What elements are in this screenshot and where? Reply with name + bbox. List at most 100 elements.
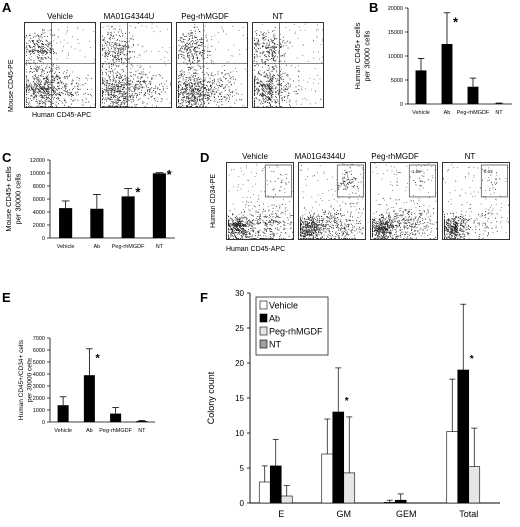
flow-event-dot <box>242 220 244 222</box>
flow-event-dot <box>205 85 207 87</box>
flow-event-dot <box>272 55 274 57</box>
flow-event-dot <box>254 40 255 42</box>
flow-event-dot <box>243 105 245 107</box>
flow-event-dot <box>102 99 103 100</box>
flow-event-dot <box>225 99 227 101</box>
flow-title-a-3: Peg-rhMGDF <box>181 12 229 21</box>
flow-event-dot <box>188 72 190 74</box>
flow-event-dot <box>206 40 208 42</box>
flow-event-dot <box>153 88 155 90</box>
flow-event-dot <box>123 40 125 42</box>
flow-event-dot <box>189 85 191 87</box>
flow-event-dot <box>270 218 272 220</box>
flow-event-dot <box>39 55 41 57</box>
flow-event-dot <box>38 90 40 92</box>
flow-event-dot <box>72 94 74 96</box>
flow-event-dot <box>136 87 138 89</box>
flow-event-dot <box>208 90 209 91</box>
flow-event-dot <box>46 49 48 51</box>
flow-event-dot <box>207 98 209 100</box>
flow-event-dot <box>151 23 153 25</box>
flow-event-dot <box>281 179 283 181</box>
flow-event-dot <box>319 58 320 60</box>
flow-event-dot <box>196 57 198 59</box>
flow-event-dot <box>25 36 26 38</box>
flow-event-dot <box>32 51 33 53</box>
flow-event-dot <box>219 93 221 95</box>
flow-event-dot <box>311 224 312 225</box>
flow-event-dot <box>289 42 290 44</box>
flow-event-dot <box>117 51 119 53</box>
flow-event-dot <box>300 219 301 221</box>
flow-event-dot <box>116 85 118 87</box>
flow-event-dot <box>127 47 129 49</box>
flow-event-dot <box>115 64 117 66</box>
flow-event-dot <box>234 222 236 223</box>
flow-event-dot <box>197 103 199 105</box>
flow-event-dot <box>303 233 305 235</box>
flow-event-dot <box>315 231 317 233</box>
flow-event-dot <box>53 87 55 88</box>
flow-event-dot <box>53 81 55 83</box>
flow-event-dot <box>336 213 338 215</box>
flow-event-dot <box>105 82 107 84</box>
flow-event-dot <box>56 89 58 91</box>
flow-event-dot <box>33 60 35 62</box>
flow-event-dot <box>195 100 197 102</box>
flow-event-dot <box>314 212 315 214</box>
flow-event-dot <box>194 89 196 91</box>
flow-event-dot <box>196 79 198 81</box>
flow-event-dot <box>254 94 255 96</box>
flow-event-dot <box>114 94 116 96</box>
flow-event-dot <box>162 77 163 79</box>
flow-event-dot <box>254 99 255 101</box>
flow-event-dot <box>107 93 109 95</box>
flow-event-dot <box>183 57 185 59</box>
flow-event-dot <box>257 77 259 79</box>
flow-event-dot <box>202 49 204 51</box>
flow-event-dot <box>240 188 242 190</box>
flow-event-dot <box>258 83 260 84</box>
flow-event-dot <box>250 171 252 173</box>
flow-event-dot <box>37 82 39 84</box>
flow-event-dot <box>252 231 254 233</box>
flow-event-dot <box>186 87 188 89</box>
flow-event-dot <box>337 224 339 226</box>
flow-event-dot <box>264 166 266 168</box>
flow-event-dot <box>257 221 259 223</box>
flow-event-dot <box>302 231 304 233</box>
flow-event-dot <box>254 89 255 91</box>
flow-event-dot <box>109 76 111 78</box>
flow-event-dot <box>186 49 188 51</box>
flow-event-dot <box>259 89 260 91</box>
flow-event-dot <box>271 86 273 88</box>
flow-event-dot <box>345 203 347 205</box>
flow-event-dot <box>318 224 320 225</box>
flow-event-dot <box>267 80 269 82</box>
flow-event-dot <box>65 88 66 90</box>
flow-event-dot <box>49 49 51 51</box>
flow-event-dot <box>288 83 290 85</box>
flow-event-dot <box>315 227 317 229</box>
flow-event-dot <box>313 238 315 239</box>
flow-event-dot <box>196 91 198 93</box>
flow-event-dot <box>269 99 271 101</box>
flow-event-dot <box>191 83 193 85</box>
flow-event-dot <box>108 25 110 27</box>
flow-event-dot <box>146 90 148 92</box>
flow-event-dot <box>85 98 87 100</box>
flow-event-dot <box>228 224 229 226</box>
flow-event-dot <box>30 94 32 96</box>
flow-event-dot <box>169 47 171 49</box>
flow-event-dot <box>49 48 51 50</box>
flow-event-dot <box>199 51 201 53</box>
flow-event-dot <box>246 196 248 198</box>
flow-event-dot <box>149 89 151 90</box>
flow-event-dot <box>108 106 110 107</box>
flow-event-dot <box>111 89 113 91</box>
flow-event-dot <box>112 60 114 62</box>
flow-event-dot <box>300 216 301 218</box>
flow-event-dot <box>267 99 269 101</box>
flow-event-dot <box>300 222 302 224</box>
flow-event-dot <box>37 83 39 84</box>
